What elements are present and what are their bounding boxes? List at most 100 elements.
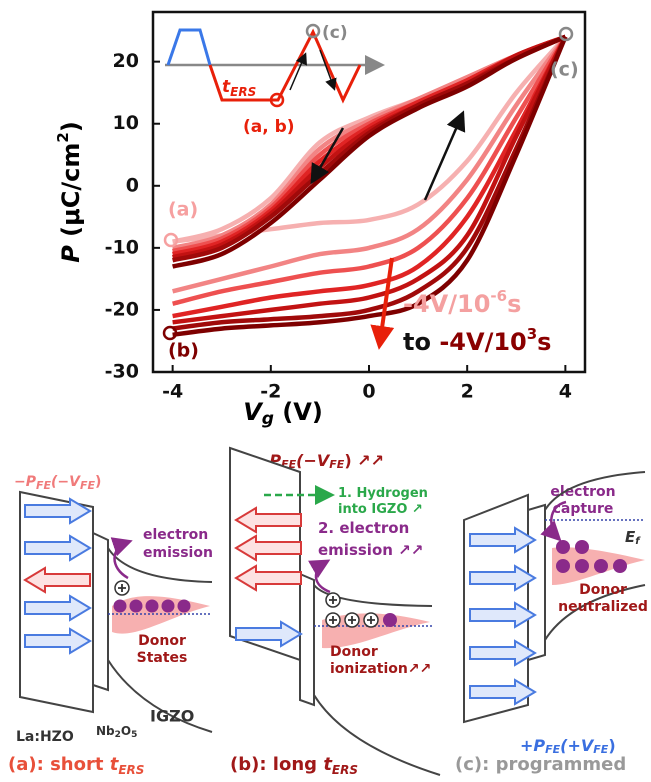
- text-part: FE: [329, 458, 345, 471]
- text-part: ERS: [118, 763, 144, 777]
- text-part: (a): short: [8, 754, 110, 775]
- label-part: ERS: [230, 85, 256, 99]
- text-part: emission ↗↗: [318, 541, 423, 559]
- text-part: States: [137, 650, 188, 666]
- panel-caption: (a): short tERS: [8, 754, 144, 777]
- inset: tERS (a, b) (c): [165, 23, 380, 137]
- polarization-label: −PFE(−VFE): [14, 474, 101, 492]
- page: Hysteresis figure {"chart_data": {"type"…: [0, 0, 651, 782]
- trend-arrow: [380, 258, 392, 342]
- body: -4-2024-30-20-1001020 Vg (V) P (μC/cm2) …: [0, 0, 651, 782]
- shape: [178, 600, 191, 613]
- text-part: electron: [550, 484, 615, 500]
- x-tick-label: 2: [461, 381, 474, 403]
- label-part: -4V/10: [403, 290, 490, 318]
- text-part: ionization↗↗: [330, 661, 431, 677]
- x-tick-label: -4: [162, 381, 183, 403]
- text-part: +P: [520, 736, 545, 755]
- y-tick-label: 20: [113, 50, 139, 72]
- shape: [556, 540, 570, 554]
- text-part: ) ↗↗: [344, 451, 384, 470]
- fermi-label: Ef: [625, 528, 641, 548]
- text-part: Donor: [579, 582, 627, 598]
- panel-a: −PFE(−VFE) electronemission DonorStates …: [8, 474, 213, 777]
- inset-ab: (a, b): [243, 117, 295, 137]
- text-part: into IGZO ↗: [338, 502, 423, 517]
- donor-distribution: [112, 596, 210, 633]
- marker-label: (a): [168, 199, 198, 221]
- shape: [162, 600, 175, 613]
- layer-label: Nb2O5: [96, 724, 137, 740]
- label-part: (μC/cm: [57, 143, 85, 246]
- y-tick-label: -30: [105, 361, 139, 383]
- text-part: (−V: [51, 474, 81, 490]
- label-part: (V): [274, 398, 323, 426]
- donor: [383, 613, 397, 627]
- label-part: s: [507, 290, 521, 318]
- shape: [556, 559, 570, 573]
- step2-label: 2. electron emission ↗↗: [318, 519, 423, 559]
- text-part: emission: [143, 545, 213, 561]
- shape: [130, 600, 143, 613]
- interlayer: [300, 574, 314, 705]
- text-part: Donor: [138, 633, 186, 649]
- y-tick-label: -10: [105, 236, 139, 258]
- range-to: to -4V/103s: [403, 325, 551, 357]
- ionized-donors: [326, 593, 378, 627]
- text-part: electron: [143, 527, 208, 543]
- y-tick-label: -20: [105, 298, 139, 320]
- text-part: FE: [36, 479, 52, 492]
- shape: [594, 559, 608, 573]
- label-part: s: [537, 328, 551, 356]
- label-part: 2: [54, 132, 72, 142]
- x-tick-label: 4: [559, 381, 572, 403]
- text-part: f: [635, 536, 641, 547]
- shape: [575, 540, 589, 554]
- shape: [146, 600, 159, 613]
- label-part: to: [403, 328, 439, 356]
- series-line: [173, 37, 566, 291]
- text-part: 5: [131, 730, 137, 740]
- emission-label: electron emission: [143, 527, 213, 561]
- text-part: ): [608, 736, 615, 755]
- marker-label: (b): [168, 340, 199, 362]
- interlayer: [528, 505, 545, 660]
- x-axis-label: Vg (V): [243, 398, 323, 429]
- label-part: ): [57, 121, 85, 132]
- shape: [613, 559, 627, 573]
- text-part: (+V: [560, 736, 595, 755]
- marker-label: (c): [550, 59, 579, 81]
- text-part: FE: [80, 479, 96, 492]
- text-part: ERS: [332, 763, 358, 777]
- y-axis-label: P (μC/cm2): [54, 121, 86, 263]
- text-part: neutralized: [558, 599, 648, 615]
- interlayer: [93, 533, 108, 690]
- panel-caption: (b): long tERS: [230, 754, 358, 777]
- layer-label: IGZO: [150, 707, 194, 726]
- text-part: O: [121, 724, 131, 738]
- text-part: ): [95, 474, 101, 490]
- text-part: 1. Hydrogen: [338, 486, 428, 501]
- label-part: P: [57, 245, 85, 263]
- text-part: 2. electron: [318, 519, 409, 537]
- label-part: 3: [527, 325, 537, 343]
- y-tick-label: 10: [113, 112, 139, 134]
- donor-label: DonorStates: [137, 633, 188, 666]
- figure: -4-2024-30-20-1001020 Vg (V) P (μC/cm2) …: [0, 0, 651, 782]
- series-line: [173, 37, 566, 242]
- text-part: −P: [14, 474, 37, 490]
- panel-caption: (c): programmed: [455, 754, 626, 775]
- text-part: (−V: [296, 451, 331, 470]
- emission-arrow: [115, 542, 129, 578]
- layer-label: La:HZO: [16, 729, 74, 745]
- x-tick-label: 0: [362, 381, 375, 403]
- range-from: -4V/10-6s: [403, 287, 521, 319]
- shape: [114, 600, 127, 613]
- text-part: (b): long: [230, 754, 323, 775]
- label-part: -6: [490, 287, 507, 305]
- inset-arrow: [320, 50, 334, 88]
